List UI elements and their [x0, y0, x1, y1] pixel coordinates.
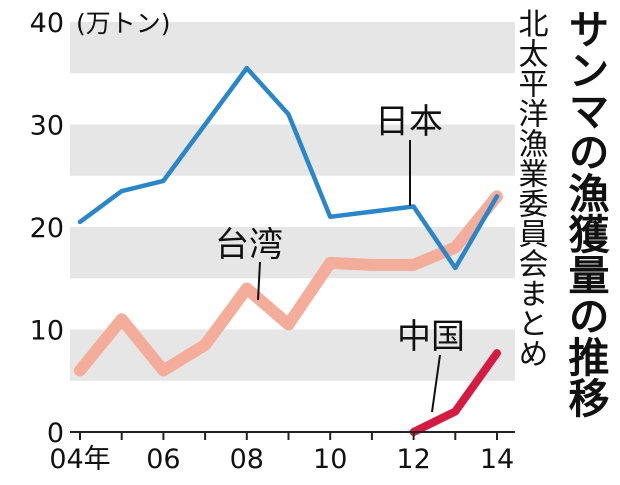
leader-line-taiwan — [257, 261, 261, 301]
chart-title: サンマの漁獲量の推移 — [561, 8, 610, 418]
series-line — [77, 65, 500, 271]
series-label-taiwan: 台湾 — [215, 225, 283, 265]
series-lines — [74, 65, 503, 436]
x-tick-label: 14 — [480, 444, 514, 475]
y-tick-label: 40 — [30, 8, 64, 39]
y-tick-label: 30 — [30, 111, 64, 142]
x-tick-label: 06 — [146, 444, 180, 475]
series-label-china: 中国 — [397, 317, 465, 357]
grid-band — [70, 124, 515, 176]
grid-band — [70, 22, 515, 74]
axis-ticks: 0 10 20 30 40 04年 06 08 10 12 14 — [30, 8, 515, 475]
source-note: 北太平洋漁業委員会まとめ — [513, 8, 548, 368]
x-tick-label: 10 — [313, 444, 347, 475]
y-tick-label: 0 — [47, 418, 64, 449]
series-label-japan: 日本 — [375, 102, 443, 142]
x-tick-label: 04年 — [49, 444, 110, 475]
series-line — [409, 349, 501, 436]
x-tick-label: 12 — [396, 444, 430, 475]
y-tick-label: 10 — [30, 316, 64, 347]
y-tick-label: 20 — [30, 213, 64, 244]
x-tick-label: 08 — [230, 444, 264, 475]
series-line — [74, 190, 503, 377]
leader-line-china — [431, 354, 441, 413]
unit-label: (万トン) — [76, 9, 171, 38]
